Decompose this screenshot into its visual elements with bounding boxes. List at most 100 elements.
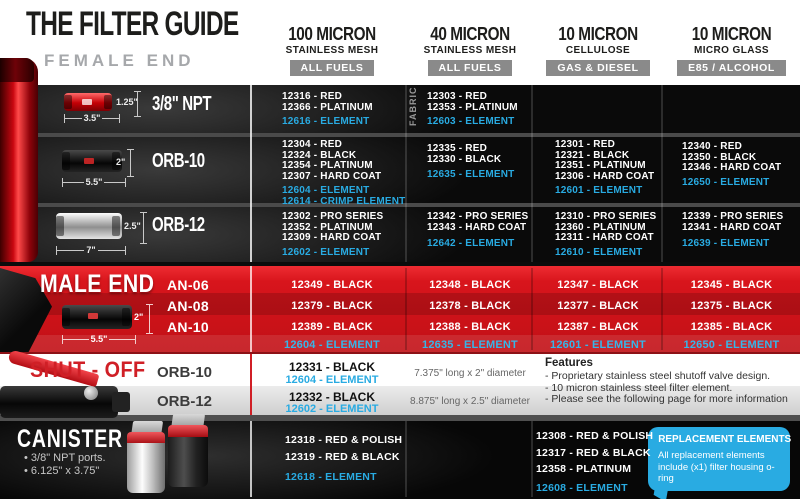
npt-40micron-elements: 12603 - ELEMENT	[427, 116, 515, 127]
shutoff-orb10-dimensions: 7.375" long x 2" diameter	[414, 368, 526, 379]
aeromotive-logo-mark-icon	[82, 99, 92, 105]
filter-hex-end	[112, 152, 120, 170]
column-micron: 100 MICRON	[288, 24, 376, 44]
dim-height-bracket	[127, 149, 134, 177]
canister-cap-red	[127, 432, 165, 444]
column-divider	[531, 421, 533, 497]
replacement-elements-callout	[648, 427, 790, 491]
male-end-heading: MALE END	[40, 270, 155, 298]
row-label-orb10: ORB-10	[152, 150, 205, 172]
an08-40micron-part: 12378 - BLACK	[429, 300, 511, 312]
features-list: - Proprietary stainless steel shutoff va…	[545, 370, 788, 405]
orb12-40micron-parts: 12342 - PRO SERIES 12343 - HARD COAT	[427, 211, 529, 233]
row-label-shutoff-orb10: ORB-10	[157, 364, 213, 381]
orb10-cellulose-elements: 12601 - ELEMENT	[555, 185, 643, 196]
column-micron: 40 MICRON	[430, 24, 510, 44]
male-end-top-border	[0, 262, 800, 266]
column-header-10-micron-micro-glass: 10 MICRON MICRO GLASS E85 / ALCOHOL	[663, 24, 800, 76]
column-divider	[405, 85, 407, 262]
male-cellulose-element: 12601 - ELEMENT	[550, 339, 646, 351]
row-label-an06: AN-06	[167, 277, 209, 293]
fabric-side-note: FABRIC	[408, 86, 418, 127]
filter-hex-end	[56, 216, 64, 236]
npt-40micron-parts: 12303 - RED 12353 - PLATINUM	[427, 91, 518, 113]
an10-100micron-part: 12389 - BLACK	[291, 321, 373, 333]
canister-100micron-elements: 12618 - ELEMENT	[285, 471, 377, 483]
shutoff-valve-outlet	[112, 392, 130, 412]
dim-width-label: 5.5"	[85, 177, 103, 187]
column-divider	[661, 268, 663, 350]
filter-hex-end	[122, 308, 130, 326]
shutoff-orb10-part: 12331 - BLACK	[288, 360, 376, 374]
dim-width-label: 5.5"	[90, 334, 108, 344]
aeromotive-logo-mark-icon	[88, 313, 98, 319]
aeromotive-logo-mark-icon	[84, 158, 94, 164]
dim-height-label: 2"	[116, 157, 126, 167]
an08-100micron-part: 12379 - BLACK	[291, 300, 373, 312]
canister-bullets: • 3/8" NPT ports. • 6.125" x 3.75"	[24, 452, 106, 477]
canister-cellulose-parts: 12308 - RED & POLISH 12317 - RED & BLACK…	[536, 430, 654, 475]
callout-body: All replacement elements include (x1) fi…	[658, 450, 775, 484]
an06-cellulose-part: 12347 - BLACK	[557, 279, 639, 291]
an06-microglass-part: 12345 - BLACK	[690, 279, 773, 291]
shutoff-orb12-band	[0, 386, 800, 415]
canister-heading: CANISTER	[17, 425, 123, 453]
male-microglass-element: 12650 - ELEMENT	[683, 339, 780, 351]
row-orb10-band	[0, 137, 800, 203]
an06-40micron-part: 12348 - BLACK	[429, 279, 511, 291]
orb10-40micron-parts: 12335 - RED 12330 - BLACK	[427, 143, 502, 165]
an10-40micron-part: 12388 - BLACK	[429, 321, 511, 333]
dim-width-line: 5.5"	[62, 178, 126, 187]
dim-height-bracket	[140, 212, 147, 244]
dim-height-label: 1.25"	[116, 97, 138, 107]
orb10-microglass-parts: 12340 - RED 12350 - BLACK 12346 - HARD C…	[682, 141, 782, 173]
column-header-40-micron: 40 MICRON STAINLESS MESH ALL FUELS	[407, 24, 533, 76]
canister-100micron-parts: 12318 - RED & POLISH 12319 - RED & BLACK	[285, 434, 403, 463]
column-divider	[531, 85, 533, 262]
dim-width-line: 5.5"	[62, 335, 136, 344]
canister-black-image	[168, 437, 208, 487]
red-filter-bottle-cap	[0, 58, 34, 82]
canister-polished-image	[127, 443, 165, 493]
row-separator	[0, 133, 800, 137]
row-label-shutoff-orb12: ORB-12	[157, 393, 213, 410]
orb10-microglass-elements: 12650 - ELEMENT	[682, 177, 770, 188]
column-media: MICRO GLASS	[694, 45, 769, 56]
features-title: Features	[545, 357, 593, 369]
male-100micron-element: 12604 - ELEMENT	[284, 339, 380, 351]
column-header-100-micron: 100 MICRON STAINLESS MESH ALL FUELS	[257, 24, 407, 76]
orb12-100micron-elements: 12602 - ELEMENT	[282, 247, 370, 258]
column-divider	[531, 268, 533, 350]
male-40micron-element: 12635 - ELEMENT	[422, 339, 518, 351]
shutoff-orb12-element: 12602 - ELEMENT	[285, 403, 379, 415]
filter-hex-end	[64, 95, 72, 109]
column-media: CELLULOSE	[565, 45, 631, 56]
row-separator	[0, 203, 800, 207]
page-title: THE FILTER GUIDE	[26, 5, 239, 43]
canister-cellulose-elements: 12608 - ELEMENT	[536, 482, 628, 494]
column-divider	[661, 85, 663, 262]
an10-cellulose-part: 12387 - BLACK	[557, 321, 639, 333]
column-media: STAINLESS MESH	[285, 45, 379, 56]
dim-height-bracket	[134, 91, 141, 117]
an08-microglass-part: 12375 - BLACK	[690, 300, 773, 312]
dim-height-bracket	[146, 304, 153, 334]
orb12-microglass-parts: 12339 - PRO SERIES 12341 - HARD COAT	[682, 211, 784, 233]
row-orb12-band	[0, 207, 800, 262]
dim-height-label: 2"	[134, 312, 144, 322]
male-end-stripe	[0, 293, 800, 315]
label-column-divider	[250, 266, 252, 352]
column-micron: 10 MICRON	[558, 24, 638, 44]
orb12-cellulose-parts: 12310 - PRO SERIES 12360 - PLATINUM 1231…	[555, 211, 657, 243]
page-subtitle: FEMALE END	[44, 51, 195, 70]
filter-hex-end	[112, 216, 120, 236]
orb12-filter-image	[56, 213, 122, 239]
shutoff-heading: SHUT - OFF	[30, 357, 146, 382]
fuel-badge: E85 / ALCOHOL	[677, 60, 786, 76]
orb12-40micron-elements: 12642 - ELEMENT	[427, 238, 515, 249]
dim-height-label: 2.5"	[124, 221, 141, 231]
shutoff-orb10-element: 12604 - ELEMENT	[285, 374, 379, 386]
row-label-npt: 3/8" NPT	[152, 93, 212, 115]
column-micron: 10 MICRON	[691, 24, 772, 44]
